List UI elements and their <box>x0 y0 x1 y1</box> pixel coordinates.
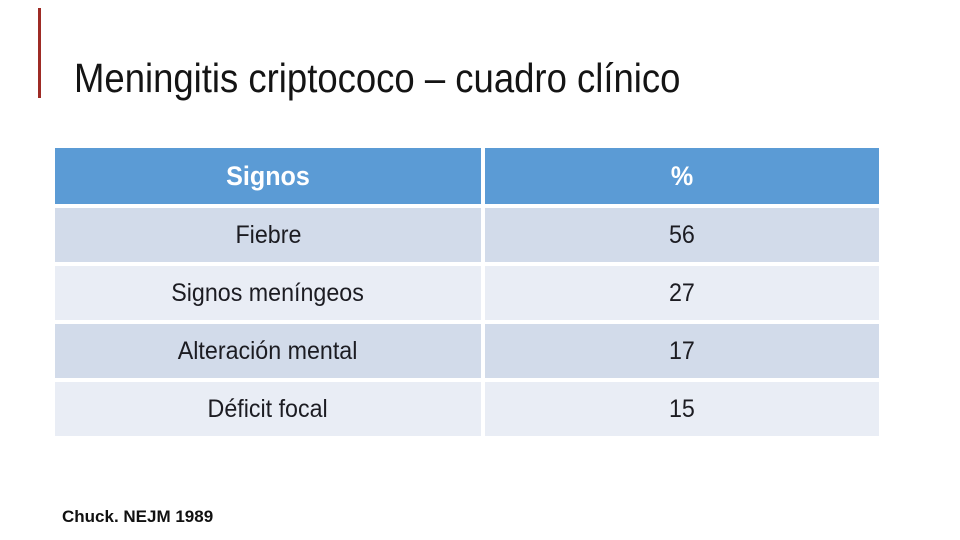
page-title: Meningitis criptococo – cuadro clínico <box>74 55 681 101</box>
table-header-signos-label: Signos <box>226 160 310 191</box>
table-row-fiebre-value-cell: 56 <box>485 208 879 262</box>
table-row-deficit-value-cell: 15 <box>485 382 879 436</box>
table-header-percent: % <box>485 148 879 204</box>
table-header-percent-label: % <box>670 160 694 191</box>
table-row-meningeos-label-cell: Signos meníngeos <box>55 266 481 320</box>
table-row-meningeos-value-cell: 27 <box>485 266 879 320</box>
table-cell-label: Déficit focal <box>207 394 329 423</box>
table-cell-value: 17 <box>669 336 695 365</box>
red-accent-line <box>38 8 41 98</box>
table-row-alteracion-value-cell: 17 <box>485 324 879 378</box>
table-row-deficit-label-cell: Déficit focal <box>55 382 481 436</box>
table-cell-value: 15 <box>669 394 695 423</box>
table-row-fiebre-label-cell: Fiebre <box>55 208 481 262</box>
signs-table: Signos % Fiebre 56 Signos meníngeos 27 A… <box>55 148 879 436</box>
table-cell-value: 27 <box>669 278 695 307</box>
table-cell-label: Fiebre <box>235 220 301 249</box>
table-cell-label: Alteración mental <box>178 336 358 365</box>
table-row-alteracion-label-cell: Alteración mental <box>55 324 481 378</box>
table-header-signos: Signos <box>55 148 481 204</box>
source-citation: Chuck. NEJM 1989 <box>62 507 214 526</box>
table-cell-label: Signos meníngeos <box>171 278 365 307</box>
table-cell-value: 56 <box>669 220 695 249</box>
